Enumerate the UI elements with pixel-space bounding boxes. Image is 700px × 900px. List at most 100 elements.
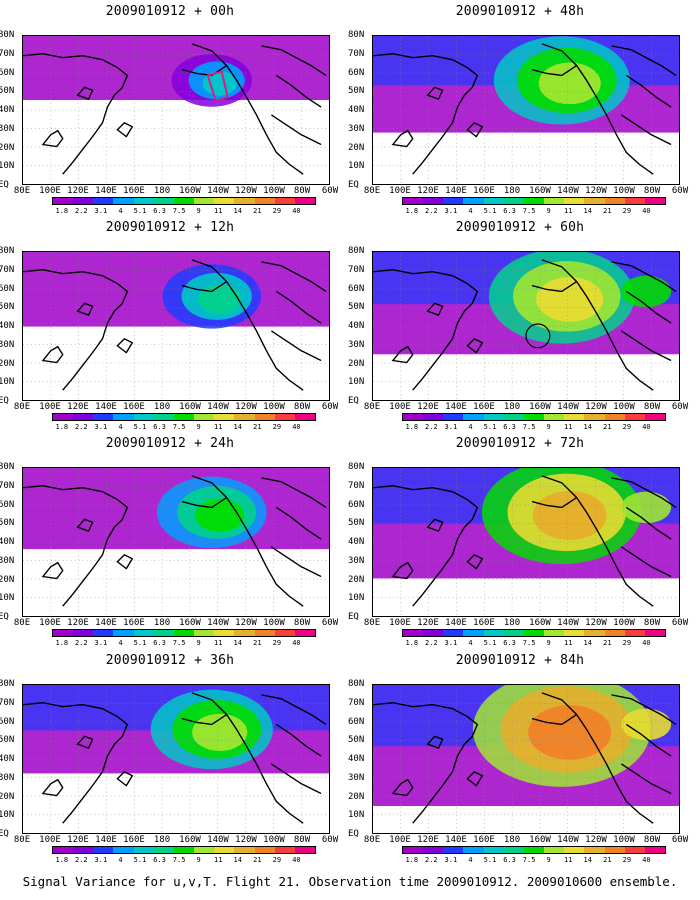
coastline [76, 302, 94, 317]
colorbar-swatch [624, 198, 645, 204]
coastline [275, 723, 322, 757]
lat-label: 80N [0, 679, 15, 689]
colorbar-swatch [604, 414, 625, 420]
lat-label: 80N [348, 679, 365, 689]
flight-track [206, 70, 229, 103]
lon-label: 140E [445, 835, 467, 845]
panel-title: 2009010912 + 24h [105, 436, 235, 451]
lat-label: 20N [0, 574, 15, 585]
colorbar-tick: 6.3 [153, 207, 166, 215]
lon-label: 80W [293, 186, 311, 196]
coastline [373, 702, 479, 824]
map-panel: 2009010912 + 84h 80N 70N 60N 50N 40N 30N 20N 10N… [348, 649, 690, 864]
lon-label: 80E [363, 402, 381, 412]
colorbar-swatch [423, 414, 444, 420]
blank-area [23, 129, 329, 184]
map-area [372, 251, 680, 401]
coastline [270, 763, 322, 795]
colorbar-tick: 11 [214, 207, 223, 215]
colorbar-swatch [274, 198, 295, 204]
coastline [620, 114, 672, 146]
lat-label: EQ [0, 396, 9, 406]
variance-contour [536, 277, 604, 322]
colorbar-tick: 1.8 [405, 639, 419, 647]
variance-contour [528, 705, 612, 760]
colorbar-swatch [483, 414, 504, 420]
lat-label: 50N [0, 518, 15, 529]
colorbar-swatch [463, 847, 484, 853]
coastline [426, 735, 444, 750]
colorbar-tick: 9 [546, 207, 551, 215]
colorbar-tick: 29 [622, 639, 632, 647]
colorbar-swatch [113, 198, 134, 204]
colorbar-tick: 40 [642, 423, 651, 431]
coastline [426, 302, 444, 317]
lon-label: 160W [529, 835, 551, 845]
colorbar [402, 197, 666, 205]
lat-label: 40N [348, 537, 365, 547]
lon-label: 140W [557, 186, 579, 196]
lon-label: 100W [613, 618, 635, 628]
coastline [426, 518, 444, 533]
map-svg [23, 252, 329, 400]
colorbar-tick: 1.8 [55, 639, 69, 647]
lat-label: 50N [348, 518, 365, 529]
colorbar [402, 413, 666, 421]
colorbar-swatch [173, 198, 195, 204]
coastline [531, 497, 578, 509]
colorbar-swatch [403, 414, 424, 420]
colorbar-tick: 21 [603, 207, 612, 215]
colorbar-tick: 3.1 [94, 639, 108, 647]
lat-label: 70N [348, 48, 365, 59]
colorbar-swatch [234, 414, 255, 420]
colorbar-tick: 40 [292, 856, 301, 864]
colorbar [52, 629, 316, 637]
colorbar-tick: 6.3 [503, 639, 516, 647]
lat-label: 60N [348, 716, 365, 727]
lon-label: 60W [671, 186, 689, 196]
colorbar-tick: 9 [546, 423, 551, 431]
colorbar-swatch [153, 630, 174, 636]
colorbar-swatch [644, 198, 666, 204]
map-panel: 2009010912 + 24h 80N 70N 60N 50N 40N 30N 20N 10N… [0, 432, 340, 647]
lon-label: 80W [643, 835, 661, 845]
lon-label: 140W [557, 835, 579, 845]
lon-label: 60W [321, 402, 339, 412]
colorbar-swatch [234, 630, 255, 636]
colorbar-swatch [604, 847, 625, 853]
lon-label: 80E [13, 186, 31, 196]
colorbar-swatch [254, 630, 275, 636]
colorbar-tick: 7.5 [522, 639, 536, 647]
lon-label: 140E [445, 618, 467, 628]
colorbar-tick: 21 [603, 423, 612, 431]
coastline [270, 546, 322, 578]
colorbar-tick: 7.5 [522, 423, 536, 431]
colorbar-tick: 11 [214, 423, 223, 431]
lon-label: 120W [585, 186, 607, 196]
lat-label: 50N [348, 302, 365, 313]
lon-label: 80E [13, 835, 31, 845]
lon-label: 100E [39, 186, 61, 196]
colorbar-swatch [53, 414, 74, 420]
colorbar-swatch [173, 414, 195, 420]
colorbar-swatch [644, 414, 666, 420]
colorbar-swatch [294, 847, 316, 853]
coastline [76, 86, 94, 101]
colorbar-swatch [153, 847, 174, 853]
colorbar-swatch [274, 630, 295, 636]
colorbar-tick: 14 [583, 423, 592, 431]
colorbar-tick: 1.8 [405, 207, 419, 215]
lon-label: 140W [557, 618, 579, 628]
variance-contour [532, 490, 607, 540]
lat-label: EQ [348, 829, 359, 839]
lat-label: 20N [0, 791, 15, 802]
coastline [116, 337, 134, 354]
coastline [41, 345, 64, 364]
lon-label: 100W [263, 835, 285, 845]
coastline [466, 121, 484, 138]
colorbar-swatch [274, 847, 295, 853]
figure-caption: Signal Variance for u,v,T. Flight 21. Ob… [22, 874, 678, 889]
lon-label: 120W [235, 618, 257, 628]
map-area [22, 467, 330, 617]
colorbar-swatch [153, 414, 174, 420]
